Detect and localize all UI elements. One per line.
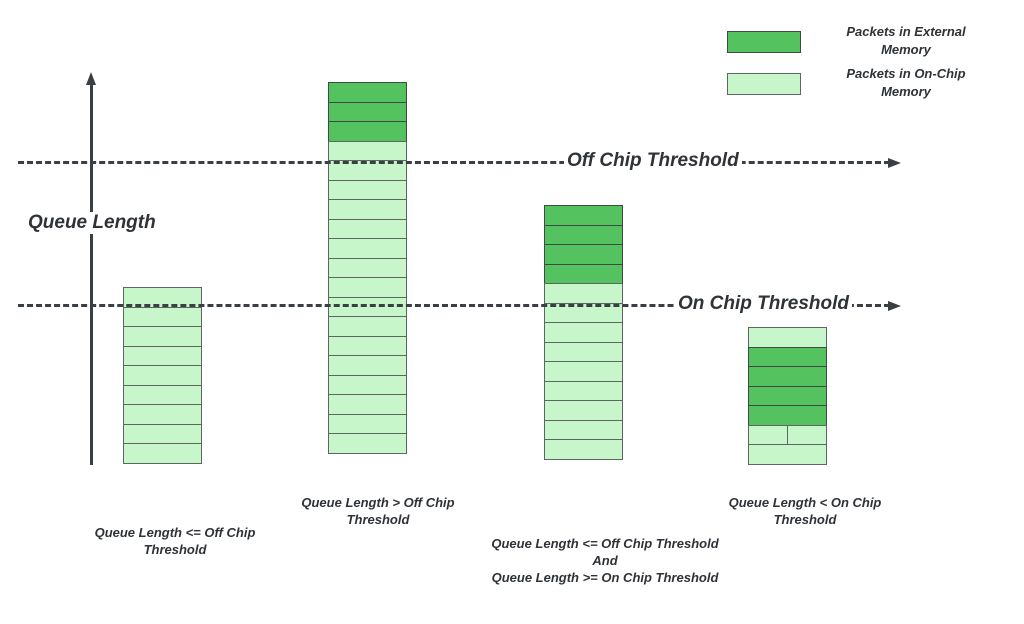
packet-cell-on-chip [544, 400, 623, 421]
packet-cell-external [328, 121, 407, 142]
queue-stack-3 [544, 205, 623, 460]
packet-cell-on-chip [328, 316, 407, 337]
legend-label-external: Packets in External Memory [846, 24, 966, 57]
off-chip-threshold-label: Off Chip Threshold [564, 150, 742, 172]
packet-cell-on-chip [544, 419, 623, 440]
queue-stack-1 [123, 287, 202, 464]
packet-cell-external [544, 263, 623, 284]
arrow-right-icon [888, 300, 901, 311]
packet-cell-on-chip [123, 384, 202, 405]
axis-arrow-icon [86, 72, 96, 85]
caption-stack-3: Queue Length <= Off Chip Threshold And Q… [460, 535, 750, 586]
arrow-right-icon [888, 157, 901, 168]
queue-stack-2 [328, 82, 407, 454]
packet-cell-external [748, 346, 827, 367]
on-chip-threshold-label: On Chip Threshold [675, 293, 852, 315]
axis-label: Queue Length [25, 212, 159, 234]
caption-stack-2: Queue Length > Off Chip Threshold [301, 495, 455, 527]
packet-cell-on-chip [328, 355, 407, 376]
on-chip-threshold-line [18, 304, 890, 307]
packet-cell-on-chip [123, 443, 202, 464]
caption-line: Queue Length <= Off Chip Threshold [491, 536, 719, 551]
caption-line: Queue Length >= On Chip Threshold [491, 570, 719, 585]
packet-cell-half [749, 426, 787, 445]
packet-cell-on-chip [544, 341, 623, 362]
packet-cell-on-chip [328, 433, 407, 454]
caption-stack-1: Queue Length <= Off Chip Threshold [94, 525, 256, 557]
queue-stack-4 [748, 327, 827, 465]
packet-cell-on-chip [328, 277, 407, 298]
caption-line: And [592, 553, 618, 568]
packet-cell-external [544, 244, 623, 265]
packet-cell-external [748, 405, 827, 426]
caption-stack-4: Queue Length < On Chip Threshold [728, 495, 882, 527]
legend-swatch-external [727, 31, 801, 53]
packet-cell-on-chip [328, 179, 407, 200]
packet-cell-on-chip [123, 365, 202, 386]
packet-cell-on-chip [328, 394, 407, 415]
packet-cell-on-chip [328, 257, 407, 278]
packet-cell-external [328, 82, 407, 103]
legend-label-on-chip: Packets in On-Chip Memory [846, 66, 966, 99]
packet-cell-on-chip [123, 326, 202, 347]
packet-cell-on-chip [544, 439, 623, 460]
packet-cell-on-chip [328, 335, 407, 356]
packet-cell-on-chip [123, 423, 202, 444]
packet-cell-on-chip [123, 404, 202, 425]
packet-cell-on-chip [544, 380, 623, 401]
packet-cell-on-chip [748, 444, 827, 465]
packet-cell-on-chip [544, 283, 623, 304]
packet-cell-on-chip [748, 327, 827, 348]
packet-cell-external [748, 385, 827, 406]
packet-cell-on-chip [328, 199, 407, 220]
packet-cell-on-chip [328, 374, 407, 395]
packet-cell-external [544, 205, 623, 226]
off-chip-threshold-line [18, 161, 890, 164]
packet-cell-on-chip [544, 361, 623, 382]
packet-cell-on-chip-split [748, 424, 827, 445]
packet-cell-on-chip [123, 306, 202, 327]
packet-cell-on-chip [123, 345, 202, 366]
packet-cell-half [787, 425, 826, 444]
packet-cell-external [748, 366, 827, 387]
packet-cell-on-chip [328, 413, 407, 434]
packet-cell-on-chip [328, 218, 407, 239]
packet-cell-on-chip [544, 322, 623, 343]
packet-cell-on-chip [328, 140, 407, 161]
queue-length-axis [90, 84, 93, 465]
legend-swatch-on-chip [727, 73, 801, 95]
packet-cell-external [544, 224, 623, 245]
packet-cell-external [328, 101, 407, 122]
packet-cell-on-chip [328, 238, 407, 259]
